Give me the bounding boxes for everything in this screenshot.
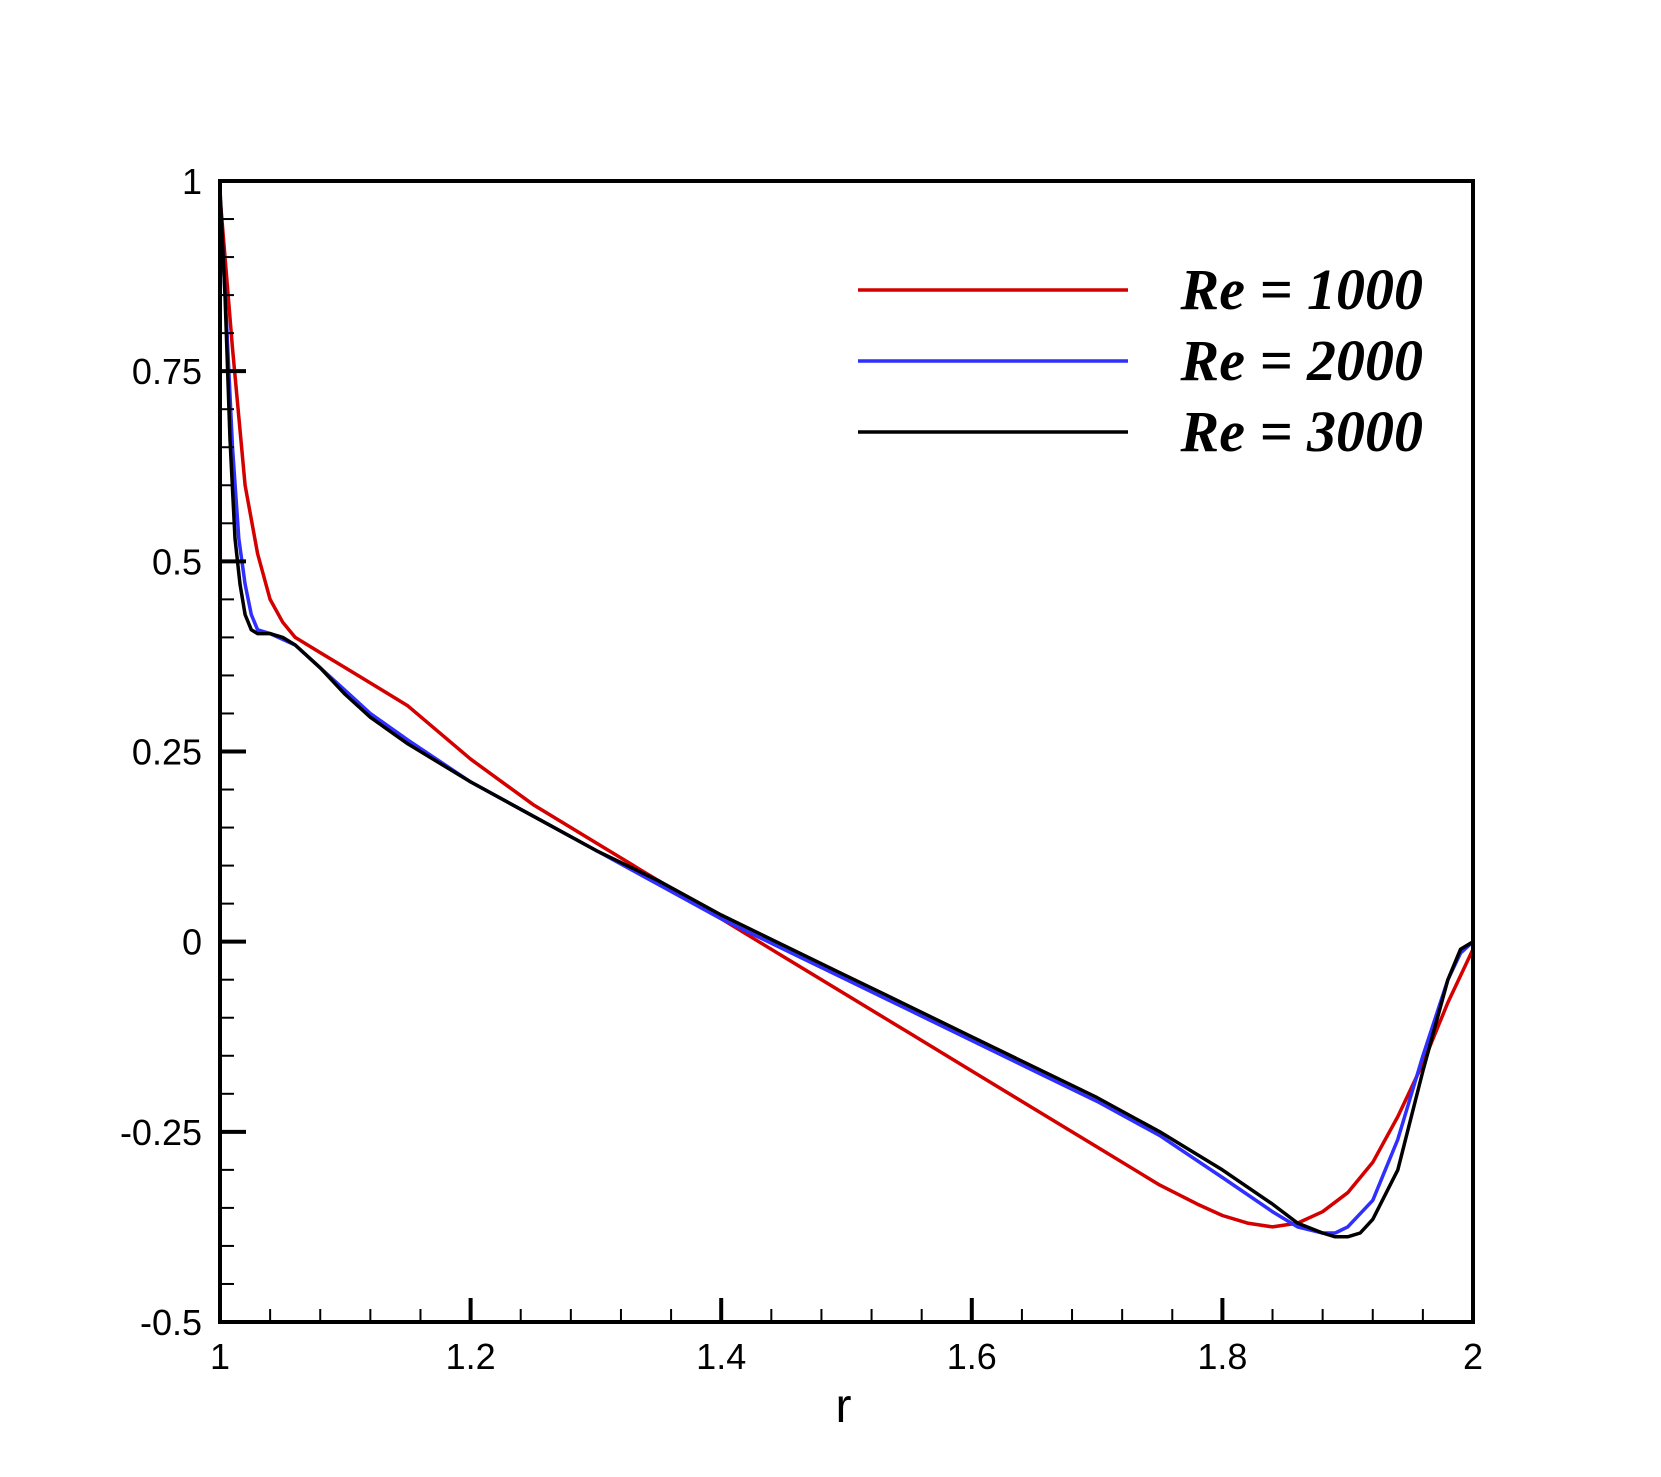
legend-label-3: Re = 3000 — [1180, 399, 1423, 464]
x-axis-title: r — [836, 1380, 852, 1433]
series-layer — [218, 186, 1475, 1239]
y-tick-label: 0.75 — [132, 351, 202, 392]
y-tick-label: -0.25 — [120, 1112, 202, 1153]
y-tick-label: 0.25 — [132, 732, 202, 773]
series-line-1 — [218, 194, 1475, 1229]
y-tick-label: 0.5 — [152, 541, 202, 582]
axis-ticks — [218, 179, 1475, 1324]
plot-frame — [218, 179, 1475, 1324]
x-tick-label: 1.2 — [446, 1336, 496, 1377]
legend-label-1: Re = 1000 — [1180, 257, 1423, 322]
x-tick-label: 1.6 — [947, 1336, 997, 1377]
y-tick-label: 0 — [182, 922, 202, 963]
axis-tick-labels: 1 1.2 1.4 1.6 1.8 2 -0.5 -0.25 0 0.25 0.5 0.75 1 — [120, 161, 1483, 1377]
series-line-2 — [218, 194, 1475, 1235]
series-line-3 — [218, 186, 1475, 1239]
x-tick-label: 1.4 — [696, 1336, 746, 1377]
y-tick-label: -0.5 — [140, 1302, 202, 1343]
x-tick-label: 1.8 — [1197, 1336, 1247, 1377]
legend-label-2: Re = 2000 — [1180, 328, 1423, 393]
x-tick-label: 2 — [1463, 1336, 1483, 1377]
x-tick-label: 1 — [210, 1336, 230, 1377]
y-tick-label: 1 — [182, 161, 202, 202]
